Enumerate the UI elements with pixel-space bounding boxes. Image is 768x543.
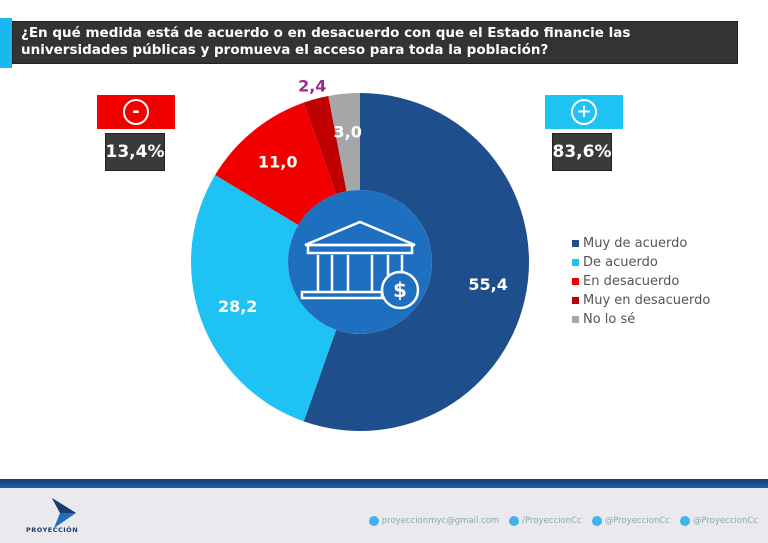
donut-chart: $ 55,4 28,2 11,0 2,4 3,0 (190, 76, 529, 431)
data-label: 2,4 (298, 76, 326, 95)
logo-text: PROYECCIÓN (26, 526, 79, 534)
data-label: 55,4 (468, 275, 507, 294)
positive-badge: + (545, 95, 623, 129)
legend: Muy de acuerdo De acuerdo En desacuerdo Muy… (572, 234, 710, 329)
footer (0, 488, 768, 543)
title-accent-stripe (0, 18, 12, 68)
footer-band (0, 479, 768, 488)
legend-item: No lo sé (572, 310, 710, 329)
slice-de-acuerdo (190, 175, 337, 422)
slice-muy-en-desacuerdo (303, 95, 347, 195)
email-icon (368, 516, 379, 526)
legend-item: Muy de acuerdo (572, 234, 710, 253)
facebook-link[interactable]: /ProyeccionCc (522, 516, 582, 526)
legend-swatch (572, 278, 579, 285)
legend-label: Muy en desacuerdo (583, 293, 711, 308)
negative-total: 13,4% (105, 133, 165, 171)
email-link[interactable]: proyeccionmyc@gmail.com (381, 516, 500, 526)
data-label: 28,2 (218, 297, 257, 316)
contacts: proyeccionmyc@gmail.com /ProyeccionCc @P… (368, 516, 758, 526)
proyeccion-logo-icon (52, 498, 76, 528)
legend-item: Muy en desacuerdo (572, 291, 710, 310)
legend-label: No lo sé (583, 312, 636, 327)
svg-text:$: $ (393, 278, 407, 302)
plus-icon: + (571, 99, 597, 125)
minus-icon: - (123, 99, 149, 125)
center-circle (288, 190, 432, 334)
instagram-link[interactable]: @ProyeccionCc (692, 516, 758, 526)
legend-label: De acuerdo (583, 255, 658, 270)
twitter-icon (591, 516, 602, 526)
slice-no-lo-s- (328, 93, 360, 192)
legend-item: De acuerdo (572, 253, 710, 272)
chart-title: ¿En qué medida está de acuerdo o en desa… (12, 21, 738, 64)
facebook-icon (509, 516, 520, 526)
slice-muy-de-acuerdo (303, 93, 529, 431)
legend-swatch (572, 240, 579, 247)
legend-item: En desacuerdo (572, 272, 710, 291)
legend-label: En desacuerdo (583, 274, 680, 289)
positive-total: 83,6% (552, 133, 612, 171)
instagram-icon (679, 516, 690, 526)
legend-swatch (572, 316, 579, 323)
slice-en-desacuerdo (215, 102, 337, 225)
legend-swatch (572, 297, 579, 304)
data-label: 11,0 (258, 152, 297, 171)
legend-swatch (572, 259, 579, 266)
university-building-dollar-icon: $ (300, 220, 420, 310)
data-label: 3,0 (333, 123, 361, 142)
twitter-link[interactable]: @ProyeccionCc (604, 516, 670, 526)
legend-label: Muy de acuerdo (583, 236, 688, 251)
negative-badge: - (97, 95, 175, 129)
